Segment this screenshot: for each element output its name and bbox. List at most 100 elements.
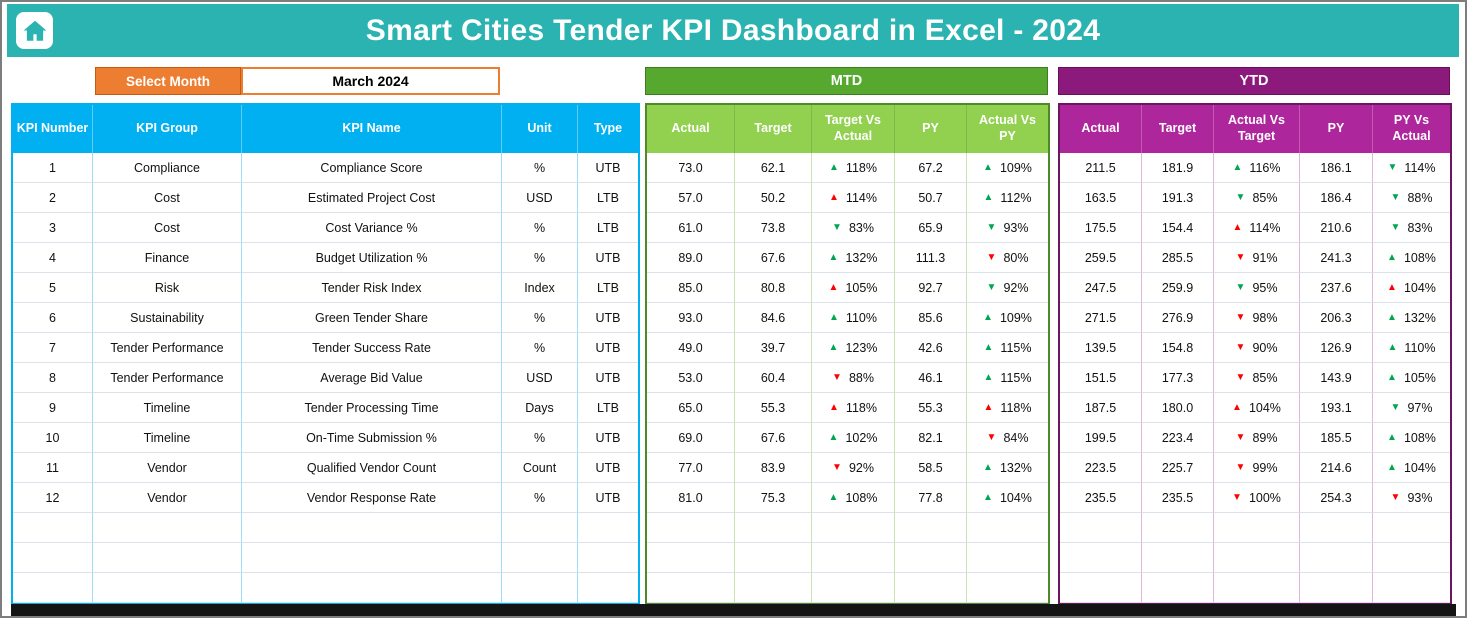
selected-month-value[interactable]: March 2024 (241, 67, 500, 95)
cell-ytd-actual-vs-target[interactable]: ▼ 89% (1214, 423, 1300, 453)
cell-empty[interactable] (93, 573, 242, 603)
cell-mtd-actual[interactable]: 93.0 (647, 303, 735, 333)
cell-ytd-actual-vs-target[interactable]: ▼ 100% (1214, 483, 1300, 513)
cell-empty[interactable] (812, 573, 895, 603)
cell-mtd-target[interactable]: 67.6 (735, 243, 812, 273)
cell-ytd-target[interactable]: 225.7 (1142, 453, 1214, 483)
cell-unit[interactable]: % (502, 303, 578, 333)
cell-ytd-target[interactable]: 276.9 (1142, 303, 1214, 333)
cell-kpi-number[interactable]: 9 (13, 393, 93, 423)
cell-empty[interactable] (735, 573, 812, 603)
cell-mtd-actual[interactable]: 49.0 (647, 333, 735, 363)
cell-type[interactable]: LTB (578, 183, 638, 213)
cell-empty[interactable] (242, 513, 502, 543)
cell-kpi-group[interactable]: Risk (93, 273, 242, 303)
cell-empty[interactable] (1300, 543, 1373, 573)
cell-mtd-py[interactable]: 77.8 (895, 483, 967, 513)
cell-mtd-target[interactable]: 39.7 (735, 333, 812, 363)
cell-mtd-actual[interactable]: 53.0 (647, 363, 735, 393)
cell-empty[interactable] (735, 513, 812, 543)
cell-type[interactable]: UTB (578, 153, 638, 183)
cell-empty[interactable] (502, 513, 578, 543)
cell-empty[interactable] (1214, 573, 1300, 603)
cell-type[interactable]: UTB (578, 483, 638, 513)
cell-kpi-number[interactable]: 5 (13, 273, 93, 303)
cell-kpi-number[interactable]: 3 (13, 213, 93, 243)
cell-mtd-target[interactable]: 73.8 (735, 213, 812, 243)
cell-mtd-actual-vs-py[interactable]: ▲ 109% (967, 153, 1048, 183)
cell-ytd-actual-vs-target[interactable]: ▲ 114% (1214, 213, 1300, 243)
cell-mtd-actual-vs-py[interactable]: ▲ 109% (967, 303, 1048, 333)
cell-mtd-py[interactable]: 42.6 (895, 333, 967, 363)
cell-kpi-name[interactable]: Qualified Vendor Count (242, 453, 502, 483)
cell-empty[interactable] (1373, 543, 1450, 573)
cell-mtd-target-vs-actual[interactable]: ▲ 118% (812, 393, 895, 423)
cell-mtd-actual-vs-py[interactable]: ▼ 84% (967, 423, 1048, 453)
cell-mtd-actual[interactable]: 57.0 (647, 183, 735, 213)
cell-kpi-group[interactable]: Cost (93, 213, 242, 243)
cell-ytd-py-vs-actual[interactable]: ▲ 108% (1373, 243, 1450, 273)
cell-ytd-target[interactable]: 181.9 (1142, 153, 1214, 183)
cell-ytd-actual[interactable]: 139.5 (1060, 333, 1142, 363)
cell-empty[interactable] (647, 513, 735, 543)
cell-type[interactable]: UTB (578, 333, 638, 363)
cell-kpi-group[interactable]: Tender Performance (93, 333, 242, 363)
cell-empty[interactable] (242, 543, 502, 573)
cell-ytd-target[interactable]: 223.4 (1142, 423, 1214, 453)
cell-unit[interactable]: Index (502, 273, 578, 303)
cell-ytd-target[interactable]: 154.8 (1142, 333, 1214, 363)
cell-kpi-number[interactable]: 11 (13, 453, 93, 483)
cell-kpi-number[interactable]: 10 (13, 423, 93, 453)
cell-empty[interactable] (967, 543, 1048, 573)
cell-ytd-py[interactable]: 241.3 (1300, 243, 1373, 273)
cell-empty[interactable] (812, 543, 895, 573)
cell-type[interactable]: LTB (578, 273, 638, 303)
cell-mtd-py[interactable]: 65.9 (895, 213, 967, 243)
cell-kpi-name[interactable]: On-Time Submission % (242, 423, 502, 453)
cell-empty[interactable] (895, 573, 967, 603)
cell-mtd-target[interactable]: 75.3 (735, 483, 812, 513)
cell-empty[interactable] (1373, 513, 1450, 543)
cell-ytd-target[interactable]: 235.5 (1142, 483, 1214, 513)
cell-mtd-actual-vs-py[interactable]: ▲ 132% (967, 453, 1048, 483)
home-button[interactable] (16, 12, 53, 49)
cell-kpi-group[interactable]: Timeline (93, 393, 242, 423)
cell-mtd-target-vs-actual[interactable]: ▲ 108% (812, 483, 895, 513)
cell-ytd-actual-vs-target[interactable]: ▼ 90% (1214, 333, 1300, 363)
cell-ytd-py-vs-actual[interactable]: ▲ 132% (1373, 303, 1450, 333)
cell-mtd-target[interactable]: 83.9 (735, 453, 812, 483)
cell-mtd-target[interactable]: 80.8 (735, 273, 812, 303)
cell-empty[interactable] (578, 573, 638, 603)
cell-empty[interactable] (967, 573, 1048, 603)
cell-empty[interactable] (647, 573, 735, 603)
cell-empty[interactable] (242, 573, 502, 603)
cell-mtd-actual[interactable]: 85.0 (647, 273, 735, 303)
cell-mtd-target-vs-actual[interactable]: ▲ 102% (812, 423, 895, 453)
cell-empty[interactable] (13, 573, 93, 603)
cell-ytd-py[interactable]: 254.3 (1300, 483, 1373, 513)
cell-mtd-actual[interactable]: 69.0 (647, 423, 735, 453)
cell-mtd-py[interactable]: 82.1 (895, 423, 967, 453)
cell-ytd-actual-vs-target[interactable]: ▲ 116% (1214, 153, 1300, 183)
cell-mtd-target-vs-actual[interactable]: ▲ 114% (812, 183, 895, 213)
cell-kpi-group[interactable]: Vendor (93, 483, 242, 513)
cell-ytd-py[interactable]: 186.1 (1300, 153, 1373, 183)
cell-mtd-actual[interactable]: 89.0 (647, 243, 735, 273)
cell-ytd-actual[interactable]: 163.5 (1060, 183, 1142, 213)
cell-empty[interactable] (13, 543, 93, 573)
cell-type[interactable]: LTB (578, 393, 638, 423)
cell-kpi-name[interactable]: Budget Utilization % (242, 243, 502, 273)
cell-ytd-actual[interactable]: 187.5 (1060, 393, 1142, 423)
cell-mtd-actual[interactable]: 65.0 (647, 393, 735, 423)
cell-empty[interactable] (1060, 513, 1142, 543)
cell-kpi-name[interactable]: Green Tender Share (242, 303, 502, 333)
cell-ytd-py[interactable]: 193.1 (1300, 393, 1373, 423)
cell-empty[interactable] (1060, 543, 1142, 573)
cell-ytd-target[interactable]: 259.9 (1142, 273, 1214, 303)
cell-empty[interactable] (1214, 513, 1300, 543)
cell-ytd-py-vs-actual[interactable]: ▲ 105% (1373, 363, 1450, 393)
cell-empty[interactable] (578, 543, 638, 573)
cell-ytd-target[interactable]: 154.4 (1142, 213, 1214, 243)
cell-empty[interactable] (1300, 573, 1373, 603)
cell-mtd-py[interactable]: 58.5 (895, 453, 967, 483)
